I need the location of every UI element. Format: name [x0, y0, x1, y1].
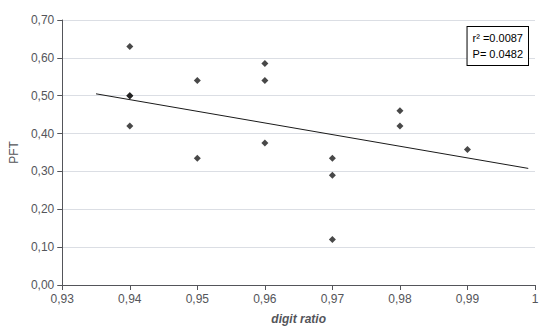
svg-text:1: 1 [532, 292, 539, 306]
svg-text:0,93: 0,93 [51, 292, 75, 306]
svg-text:r² =0.0087: r² =0.0087 [473, 32, 523, 44]
svg-text:0,40: 0,40 [31, 127, 55, 141]
svg-text:0,95: 0,95 [186, 292, 210, 306]
svg-text:0,50: 0,50 [31, 89, 55, 103]
svg-text:0,10: 0,10 [31, 240, 55, 254]
svg-text:0,60: 0,60 [31, 51, 55, 65]
svg-text:PFT: PFT [7, 141, 21, 164]
svg-text:0,20: 0,20 [31, 202, 55, 216]
svg-text:0,70: 0,70 [31, 13, 55, 27]
svg-text:P= 0.0482: P= 0.0482 [473, 48, 523, 60]
svg-text:0,94: 0,94 [118, 292, 142, 306]
svg-text:0,97: 0,97 [321, 292, 345, 306]
svg-text:digit ratio: digit ratio [271, 312, 326, 326]
svg-text:0,96: 0,96 [253, 292, 277, 306]
svg-text:0,99: 0,99 [456, 292, 480, 306]
svg-text:0,00: 0,00 [31, 278, 55, 292]
svg-text:0,30: 0,30 [31, 164, 55, 178]
svg-text:0,98: 0,98 [388, 292, 412, 306]
